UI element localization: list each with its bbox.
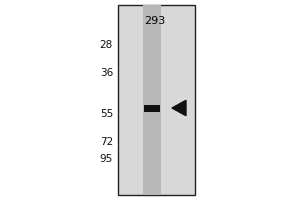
Polygon shape [172,100,186,116]
Text: 55: 55 [100,109,113,119]
Text: 293: 293 [144,16,166,26]
Bar [144,104,160,112]
Text: 36: 36 [100,68,113,78]
Text: 28: 28 [100,40,113,50]
Text: 95: 95 [100,154,113,164]
Bar [143,5,161,195]
Bar [118,5,195,195]
Text: 72: 72 [100,137,113,147]
